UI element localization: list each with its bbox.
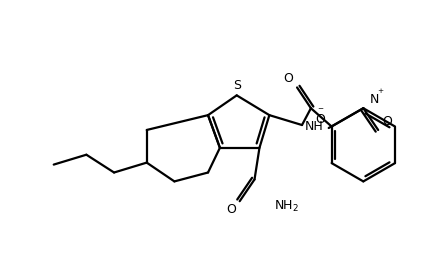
Text: O: O [382, 115, 392, 128]
Text: O: O [315, 113, 325, 126]
Text: O: O [283, 72, 293, 86]
Text: NH$_2$: NH$_2$ [274, 199, 299, 214]
Text: $^{-}$: $^{-}$ [317, 106, 325, 116]
Text: S: S [233, 79, 241, 92]
Text: NH: NH [305, 120, 324, 133]
Text: N: N [369, 93, 379, 106]
Text: $^{+}$: $^{+}$ [377, 88, 384, 98]
Text: O: O [226, 203, 236, 216]
